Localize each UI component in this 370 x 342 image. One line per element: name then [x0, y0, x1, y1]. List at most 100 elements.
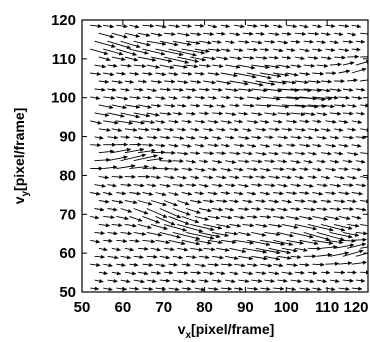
vector-arrow	[190, 32, 202, 37]
vector-arrow	[212, 39, 222, 44]
vector-arrow	[190, 79, 202, 84]
vector-arrow	[137, 271, 149, 276]
vector-arrow	[316, 252, 333, 258]
vector-arrow	[299, 143, 311, 148]
vector-arrow	[103, 24, 115, 29]
vector-arrow	[177, 80, 189, 85]
vector-arrow	[107, 112, 125, 118]
vector-arrow	[260, 191, 271, 196]
vector-arrow	[164, 247, 175, 252]
vector-arrow	[290, 183, 302, 188]
vector-arrow	[159, 278, 171, 283]
vector-arrow	[212, 278, 222, 283]
vector-arrow	[299, 24, 309, 29]
vector-arrow	[98, 223, 111, 228]
vector-arrow	[133, 135, 144, 140]
vector-arrow	[203, 271, 215, 276]
vector-arrow	[355, 87, 366, 92]
vector-arrow	[247, 96, 262, 101]
vector-arrow	[233, 239, 255, 245]
vector-arrow	[273, 286, 285, 291]
vector-arrow	[172, 255, 184, 260]
vector-arrow	[351, 286, 363, 291]
vector-arrow	[286, 119, 298, 124]
vector-arrow	[238, 159, 250, 164]
x-tick-label: 70	[155, 299, 172, 316]
vector-arrow	[164, 175, 175, 180]
vector-arrow	[281, 127, 293, 132]
vector-arrow	[338, 191, 350, 196]
vector-arrow	[120, 63, 132, 68]
vector-arrow	[225, 112, 237, 117]
vector-arrow	[177, 56, 200, 63]
vector-arrow	[216, 271, 226, 276]
vector-arrow	[129, 142, 142, 147]
vector-arrow	[273, 167, 285, 172]
vector-arrow	[181, 71, 193, 76]
vector-arrow	[347, 103, 357, 108]
vector-arrow	[325, 261, 340, 266]
vector-arrow	[142, 120, 156, 125]
vector-arrow	[320, 127, 331, 132]
vector-arrow	[146, 135, 158, 140]
vector-arrow	[338, 95, 350, 100]
vector-arrow	[347, 242, 367, 249]
vector-arrow	[273, 119, 283, 124]
vector-arrow	[129, 24, 140, 29]
vector-arrow	[159, 64, 175, 70]
vector-arrow	[220, 239, 237, 244]
vector-arrow	[264, 231, 281, 237]
vector-arrow	[247, 239, 271, 247]
vector-arrow	[312, 119, 322, 124]
vector-arrow	[94, 254, 106, 259]
vector-arrow	[229, 175, 240, 180]
vector-arrow	[172, 231, 201, 241]
vector-arrow	[242, 31, 254, 36]
vector-arrow	[199, 255, 210, 260]
vector-arrow	[90, 48, 109, 56]
vector-arrow	[273, 215, 285, 220]
vector-arrow	[163, 200, 178, 207]
vector-arrow	[312, 239, 334, 245]
vector-arrow	[129, 48, 149, 55]
vector-arrow	[320, 270, 331, 275]
vector-arrow	[307, 199, 318, 204]
vector-arrow	[290, 231, 314, 239]
vector-arrow	[347, 127, 357, 132]
vector-arrow	[155, 166, 170, 171]
vector-arrow	[142, 48, 166, 56]
vector-arrow	[342, 249, 364, 257]
vector-arrow	[299, 215, 313, 221]
vector-arrow	[225, 40, 235, 45]
vector-arrow	[351, 191, 364, 196]
vector-arrow	[260, 23, 270, 28]
vector-arrow	[129, 238, 140, 243]
vector-arrow	[199, 159, 209, 164]
vector-arrow	[290, 254, 302, 259]
vector-arrow	[120, 40, 141, 49]
vector-arrow	[150, 270, 162, 275]
vector-arrow	[229, 56, 243, 61]
vector-arrow	[264, 159, 276, 164]
x-tick-label: 120	[343, 299, 368, 316]
vector-arrow	[98, 127, 111, 132]
vector-arrow	[255, 247, 281, 255]
vector-arrow	[303, 183, 314, 188]
vector-arrow	[137, 148, 156, 154]
vector-arrow	[168, 71, 179, 77]
vector-arrow	[90, 24, 103, 29]
vector-arrow	[268, 199, 280, 204]
vector-arrow	[194, 191, 205, 196]
vector-arrow	[116, 215, 129, 221]
vector-arrow	[325, 287, 336, 292]
vector-arrow	[320, 223, 346, 232]
vector-arrow	[355, 278, 366, 283]
vector-arrow	[103, 191, 113, 196]
vector-arrow	[90, 166, 104, 171]
vector-arrow	[268, 223, 283, 228]
vector-arrow	[120, 112, 141, 119]
vector-arrow	[155, 143, 166, 148]
vector-arrow	[107, 63, 118, 68]
vector-arrow	[268, 127, 280, 132]
